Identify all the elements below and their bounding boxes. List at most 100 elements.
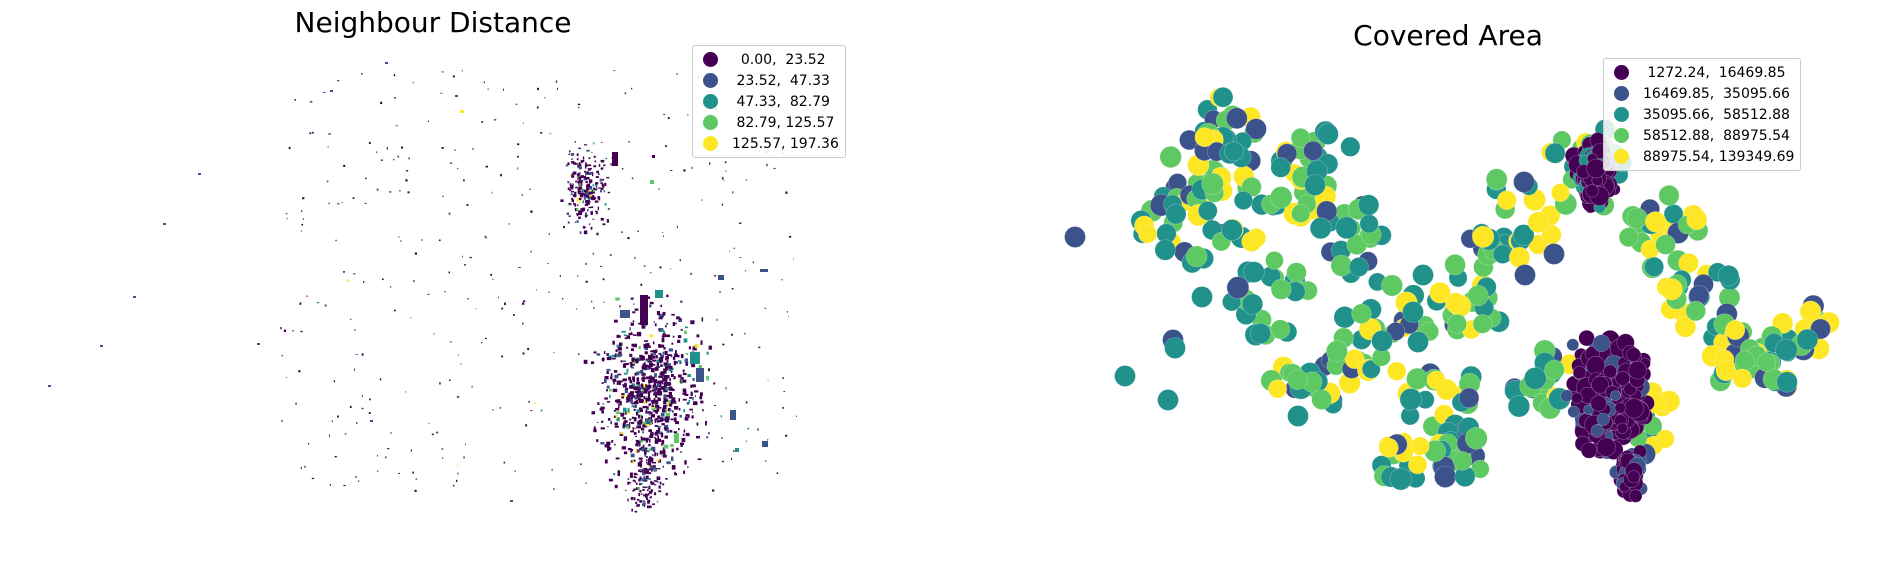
building-footprint — [744, 332, 746, 335]
tessellation-cell — [1226, 276, 1250, 299]
building-footprint — [646, 406, 649, 410]
legend-marker-icon — [703, 73, 718, 88]
building-footprint — [687, 374, 691, 378]
building-footprint — [653, 409, 657, 413]
building-footprint — [706, 376, 709, 381]
building-footprint — [674, 353, 678, 357]
building-footprint — [582, 207, 586, 211]
building-footprint — [649, 301, 654, 305]
building-footprint — [677, 335, 682, 339]
tessellation-cell — [1507, 395, 1531, 418]
building-footprint — [644, 346, 649, 351]
building-footprint — [581, 188, 584, 190]
building-footprint — [652, 341, 655, 345]
building-footprint — [659, 360, 662, 364]
building-footprint — [662, 483, 665, 486]
building-footprint — [633, 417, 637, 420]
building-footprint — [518, 267, 521, 268]
tessellation-cell — [1678, 252, 1699, 274]
building-footprint — [606, 353, 610, 355]
building-footprint — [645, 400, 648, 403]
legend-item: 1272.24, 16469.85 — [1610, 62, 1794, 83]
building-footprint — [644, 493, 648, 497]
building-footprint — [602, 223, 606, 226]
building-footprint — [637, 443, 640, 446]
building-footprint — [648, 358, 653, 361]
building-footprint — [670, 170, 673, 171]
building-footprint — [623, 436, 628, 441]
building-footprint — [301, 210, 303, 212]
building-footprint — [690, 320, 695, 325]
building-footprint — [612, 388, 618, 393]
building-footprint — [393, 309, 396, 312]
building-footprint — [650, 432, 654, 436]
building-footprint — [586, 187, 590, 190]
building-footprint — [456, 464, 459, 466]
building-footprint — [611, 440, 614, 443]
building-footprint — [607, 208, 610, 210]
building-footprint — [628, 332, 633, 336]
building-footprint — [560, 199, 564, 202]
building-footprint — [631, 416, 634, 419]
tessellation-cell — [1628, 489, 1643, 503]
building-footprint — [648, 505, 652, 508]
building-footprint — [783, 391, 785, 393]
building-footprint — [677, 339, 681, 343]
building-footprint — [579, 211, 582, 216]
tessellation-cell — [1435, 378, 1458, 401]
building-footprint — [593, 165, 597, 168]
building-footprint — [300, 330, 303, 333]
building-footprint — [660, 386, 665, 390]
building-footprint — [412, 471, 414, 474]
building-footprint — [676, 73, 678, 75]
building-footprint — [657, 438, 662, 442]
tessellation-cell — [1452, 451, 1473, 471]
building-footprint — [680, 329, 683, 331]
building-footprint — [731, 457, 732, 460]
building-footprint — [631, 357, 635, 362]
building-footprint — [585, 173, 587, 176]
building-footprint — [646, 376, 650, 380]
building-footprint — [638, 384, 641, 388]
building-footprint — [624, 388, 628, 394]
tessellation-cell — [1578, 329, 1595, 347]
building-footprint — [647, 462, 650, 465]
legend-label: 58512.88, 88975.54 — [1643, 127, 1790, 144]
building-footprint — [638, 398, 644, 403]
building-footprint — [627, 498, 629, 502]
building-footprint — [642, 467, 644, 470]
building-footprint — [648, 394, 650, 399]
building-footprint — [668, 391, 672, 396]
building-footprint — [655, 379, 658, 384]
building-footprint — [547, 263, 549, 264]
building-footprint — [414, 252, 417, 255]
tessellation-cell — [1340, 136, 1361, 157]
building-footprint — [662, 377, 666, 382]
building-footprint — [448, 379, 451, 381]
building-footprint — [600, 217, 604, 221]
building-footprint — [441, 71, 444, 73]
building-footprint — [591, 361, 595, 365]
building-footprint — [681, 437, 686, 443]
building-footprint — [722, 179, 725, 181]
building-footprint — [588, 179, 592, 182]
building-footprint — [428, 120, 429, 122]
building-footprint — [394, 97, 396, 99]
building-footprint — [696, 435, 700, 439]
building-footprint — [596, 439, 599, 443]
legend-marker-icon — [1614, 128, 1629, 143]
building-footprint — [657, 468, 661, 470]
building-footprint — [694, 390, 699, 393]
tessellation-cell — [1114, 365, 1136, 387]
building-footprint — [433, 333, 435, 335]
building-footprint — [648, 443, 651, 447]
legend-marker-icon — [1614, 107, 1629, 122]
building-footprint — [593, 351, 597, 354]
tessellation-cell — [1544, 359, 1565, 381]
building-footprint — [651, 400, 654, 405]
building-footprint — [568, 153, 570, 155]
building-footprint — [654, 418, 657, 423]
covered-area-panel: Covered Area 1272.24, 16469.85 16469.85,… — [940, 0, 1880, 563]
building-footprint — [588, 223, 591, 226]
building-footprint — [646, 462, 648, 464]
